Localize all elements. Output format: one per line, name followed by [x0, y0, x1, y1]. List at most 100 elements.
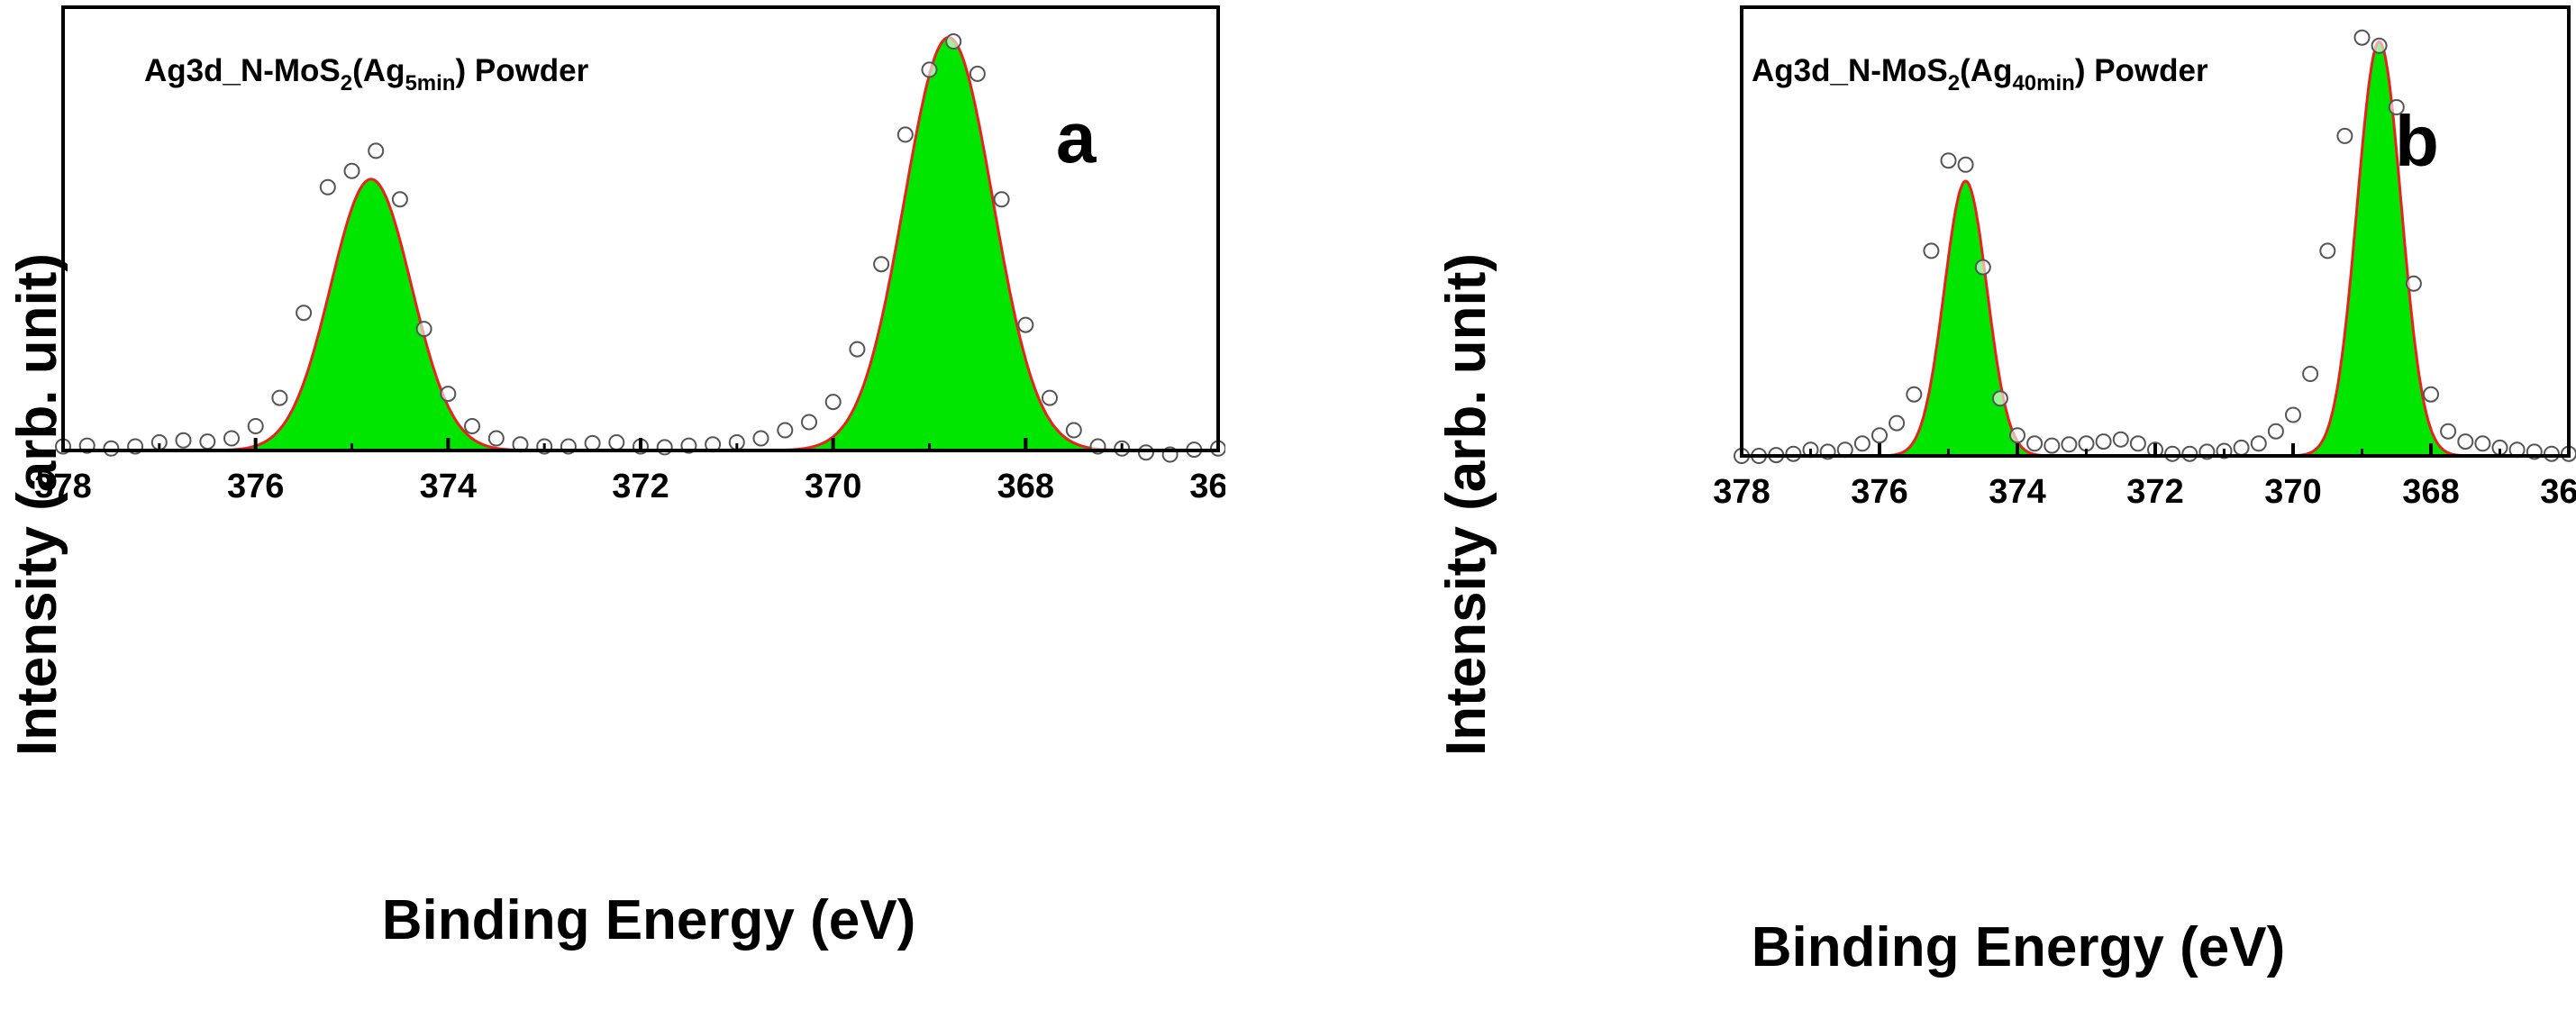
- panel-label: a: [1056, 97, 1097, 177]
- x-tick-label: 368: [2402, 473, 2459, 511]
- data-point: [271, 389, 288, 406]
- data-point: [1042, 389, 1058, 406]
- data-point: [2423, 386, 2439, 403]
- data-point: [2371, 37, 2388, 54]
- data-point: [1889, 414, 1906, 432]
- chart-title-sub1: 2: [341, 71, 352, 96]
- data-point: [1991, 390, 2008, 407]
- data-point: [2302, 366, 2319, 382]
- fit-envelope-line: [1742, 40, 2569, 458]
- data-point: [1785, 445, 1802, 462]
- x-tick-label: 366: [1189, 468, 1225, 505]
- chart-title-prefix: Ag3d_N-MoS: [1752, 53, 1948, 88]
- x-tick-label: 374: [1989, 473, 2045, 511]
- chart-title: Ag3d_N-MoS2(Ag5min) Powder: [144, 53, 589, 96]
- data-point: [1940, 152, 1957, 169]
- data-point: [175, 432, 192, 449]
- data-point: [1906, 386, 1923, 403]
- x-axis-title: Binding Energy (eV): [1752, 916, 2285, 978]
- fit-peak-fill-1: [1744, 181, 2187, 456]
- data-point: [2267, 423, 2284, 440]
- data-point: [199, 433, 216, 450]
- chart-title-mid: (Ag: [1960, 53, 2012, 88]
- data-point: [1017, 316, 1034, 333]
- chart-title: Ag3d_N-MoS2(Ag40min) Powder: [1752, 53, 2208, 96]
- plot-area: 378 376 374 372 370 368 366: [1713, 5, 2576, 511]
- data-point: [2164, 445, 2181, 462]
- x-tick-label: 374: [420, 468, 477, 505]
- chart-svg-b: Intensity (arb. unit) Binding Energy (eV…: [1435, 5, 2576, 978]
- data-point: [1137, 444, 1154, 461]
- fit-peak-fill-2: [641, 37, 1257, 450]
- data-point: [824, 394, 842, 411]
- data-point: [1065, 422, 1082, 439]
- data-point: [752, 430, 769, 447]
- data-point: [2044, 437, 2061, 454]
- chart-title-mid: (Ag: [352, 53, 405, 88]
- x-tick-label: 372: [2126, 473, 2183, 511]
- chart-panel-b: Intensity (arb. unit) Binding Energy (eV…: [1406, 0, 2576, 1014]
- data-point: [849, 341, 866, 358]
- data-point: [969, 65, 986, 82]
- data-point: [1974, 259, 1991, 276]
- data-point: [2285, 406, 2301, 423]
- data-point: [801, 414, 817, 431]
- data-point: [223, 430, 240, 447]
- fit-envelope-line: [63, 35, 1218, 452]
- data-point: [2457, 433, 2474, 450]
- data-point: [2026, 435, 2044, 452]
- data-point: [368, 142, 385, 159]
- x-tick-label: 370: [2264, 473, 2321, 511]
- chart-panel-a: Intensity (arb. unit) Binding Energy (eV…: [0, 0, 1257, 1014]
- data-point: [2250, 435, 2267, 452]
- data-point: [1923, 242, 1940, 259]
- data-point: [2440, 423, 2457, 440]
- x-tick-label: 366: [2540, 473, 2576, 511]
- data-point: [1871, 427, 1888, 444]
- x-tick-label: 368: [997, 468, 1054, 505]
- data-point: [440, 386, 457, 403]
- data-point: [2405, 275, 2422, 292]
- data-point: [2543, 445, 2560, 462]
- data-point: [296, 305, 313, 322]
- data-point: [945, 33, 962, 50]
- x-tick-label: 370: [805, 468, 861, 505]
- data-point: [2009, 427, 2025, 444]
- plot-area: 378 376 374 372 370 368 366: [34, 5, 1257, 505]
- data-point: [2112, 431, 2129, 448]
- x-tick-label: 378: [34, 468, 91, 505]
- fit-peak-fill-2: [2158, 41, 2576, 456]
- data-point: [1853, 435, 1871, 452]
- data-point: [464, 418, 480, 434]
- data-point: [247, 418, 264, 434]
- x-tick-label: 376: [227, 468, 284, 505]
- data-point: [2319, 242, 2336, 259]
- data-point: [584, 434, 601, 451]
- data-point: [1957, 156, 1974, 173]
- data-point: [343, 162, 360, 179]
- data-point: [391, 191, 408, 208]
- data-point: [2078, 435, 2095, 452]
- fit-peak-fill-1: [63, 178, 679, 451]
- data-point: [993, 191, 1010, 208]
- data-point: [2474, 435, 2491, 452]
- data-point: [2233, 439, 2250, 456]
- y-axis-title: Intensity (arb. unit): [1435, 253, 1497, 756]
- chart-title-prefix: Ag3d_N-MoS: [144, 53, 341, 88]
- x-tick-label: 376: [1851, 473, 1907, 511]
- data-point: [2336, 127, 2353, 144]
- data-point: [2095, 433, 2112, 450]
- data-point: [487, 430, 505, 447]
- data-point: [415, 321, 432, 338]
- panel-label: b: [2395, 101, 2439, 181]
- chart-title-sub1: 2: [1948, 71, 1960, 96]
- chart-svg-a: Intensity (arb. unit) Binding Energy (eV…: [6, 5, 1257, 951]
- x-axis-title: Binding Energy (eV): [382, 889, 915, 951]
- x-tick-label: 378: [1713, 473, 1770, 511]
- data-point: [2129, 435, 2146, 452]
- data-point: [897, 126, 914, 143]
- data-point: [608, 434, 625, 450]
- data-point: [2353, 29, 2371, 46]
- chart-title-sub2: 5min: [405, 71, 455, 96]
- data-point: [319, 178, 336, 196]
